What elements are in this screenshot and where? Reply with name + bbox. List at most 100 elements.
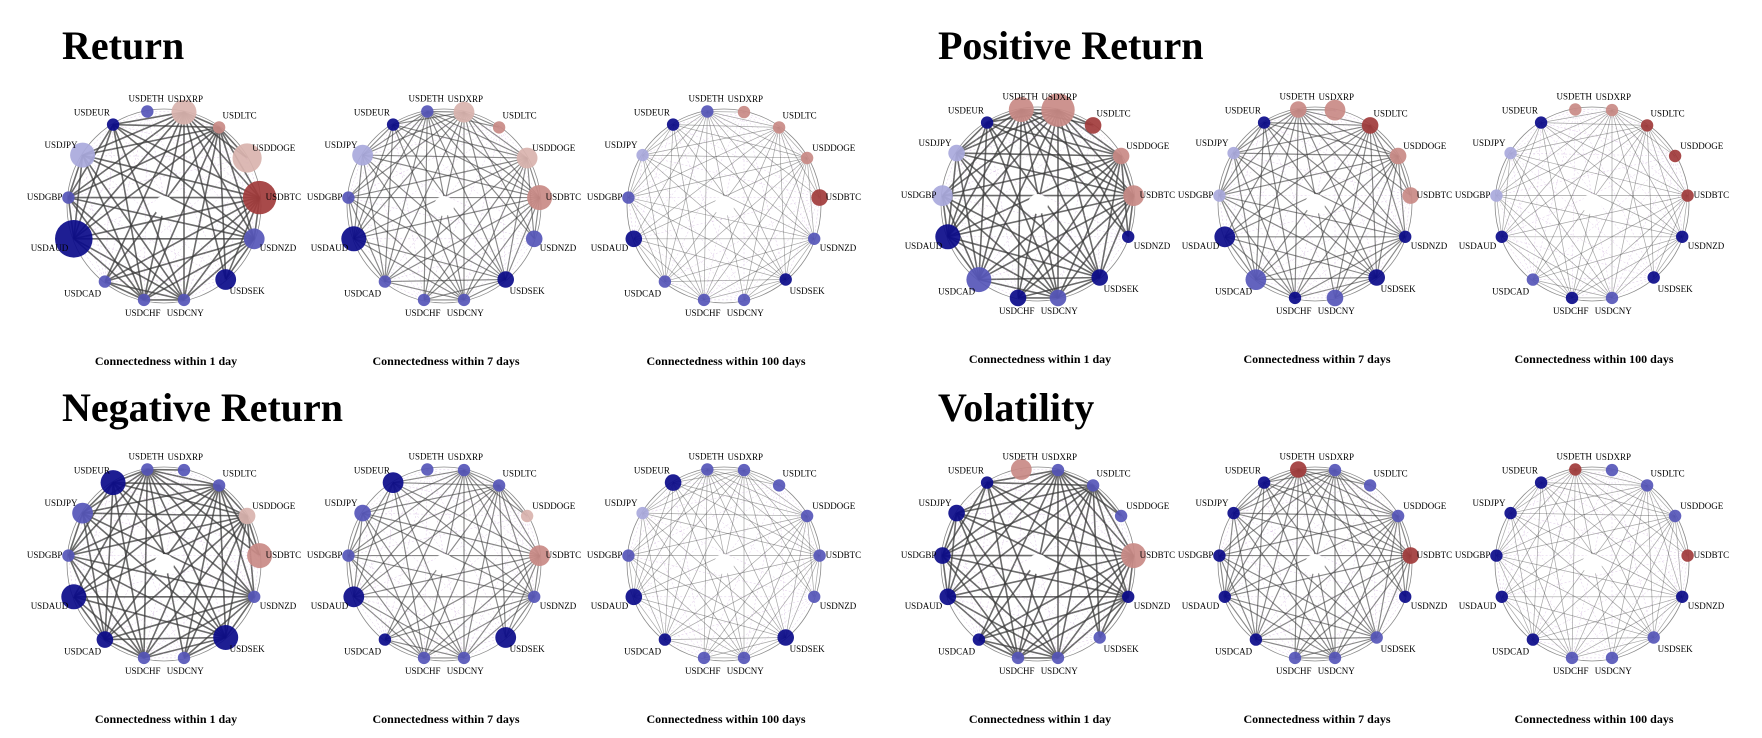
connection-edge xyxy=(498,485,528,517)
connection-edge xyxy=(664,515,808,640)
connection-edge xyxy=(633,238,786,280)
connection-edge xyxy=(1501,195,1688,238)
node-label: USDAUD xyxy=(591,601,629,611)
connection-edge xyxy=(1501,596,1534,640)
nodes: USDETH USDXRP USDLTC USDDOGE USDBTC USDNZD USD… xyxy=(307,452,581,676)
connection-edge xyxy=(1496,512,1511,556)
connection-edge xyxy=(1233,152,1336,299)
connection-edge xyxy=(1294,125,1371,299)
connection-edge xyxy=(347,197,386,282)
node-usdnzd xyxy=(808,590,821,603)
connection-edge xyxy=(743,470,787,638)
connection-edge xyxy=(1510,125,1648,154)
connection-edge xyxy=(1611,470,1654,638)
node-usdgbp xyxy=(1490,189,1503,202)
connection-edge xyxy=(112,123,260,199)
connection-edge xyxy=(778,127,815,239)
connection-edge xyxy=(498,127,506,280)
node-label: USDCHF xyxy=(405,308,441,318)
connection-edge xyxy=(362,484,500,514)
connection-edge xyxy=(353,238,425,301)
connection-edge xyxy=(253,555,260,597)
node-label: USDSEK xyxy=(1658,284,1694,294)
node-usdchf xyxy=(697,293,711,307)
connection-edge xyxy=(1532,639,1613,659)
panel-caption: Connectedness within 7 days xyxy=(372,712,520,726)
connection-edge xyxy=(82,154,255,240)
connection-edge xyxy=(362,111,428,156)
connection-edge xyxy=(806,515,815,597)
connection-edge xyxy=(353,484,500,598)
connection-edge xyxy=(353,197,540,240)
node-label: USDJPY xyxy=(1195,498,1229,508)
node-label: USDETH xyxy=(1280,452,1316,462)
connection-edge xyxy=(362,127,500,156)
node-label: USDSEK xyxy=(1381,644,1417,654)
connection-edge xyxy=(628,197,666,282)
connection-edge xyxy=(978,276,1100,281)
edges xyxy=(347,469,541,659)
node-usdeur xyxy=(1534,476,1548,489)
node-label: USDNZD xyxy=(1134,241,1171,251)
node-label: USDETH xyxy=(1557,92,1593,102)
connection-edge xyxy=(348,469,428,556)
center-hole xyxy=(1582,554,1602,574)
node-usdltc xyxy=(212,479,226,492)
connection-edge xyxy=(143,485,220,659)
connection-edge xyxy=(1255,469,1299,640)
connection-edge xyxy=(672,482,745,659)
connection-edge xyxy=(362,512,535,598)
node-label: USDAUD xyxy=(591,243,629,253)
connection-edge xyxy=(956,152,1101,279)
connection-edge xyxy=(978,515,1122,640)
node-usdxrp xyxy=(1324,99,1346,121)
connection-edge xyxy=(956,108,1022,154)
connection-edge xyxy=(1057,109,1135,197)
node-usddoge xyxy=(520,509,534,523)
connection-edge xyxy=(743,111,808,159)
connection-edge xyxy=(348,555,506,638)
node-label: USDBTC xyxy=(1417,190,1453,200)
connection-edge xyxy=(1541,482,1676,517)
connection-edge xyxy=(743,485,780,658)
connection-edge xyxy=(1297,469,1378,638)
connection-edge xyxy=(348,197,506,281)
connection-edge xyxy=(628,154,643,198)
connection-edge xyxy=(1224,236,1336,299)
center-hole xyxy=(434,554,454,574)
nodes: USDETH USDXRP USDLTC USDDOGE USDBTC USDNZD USD… xyxy=(27,94,301,318)
network-panel: USDETH USDXRP USDLTC USDDOGE USDBTC USDNZD USD… xyxy=(901,76,1175,376)
connection-edge xyxy=(1255,515,1399,641)
connection-edge xyxy=(1298,468,1371,486)
connection-edge xyxy=(183,515,248,659)
connection-edge xyxy=(1510,153,1534,280)
panel-caption: Connectedness within 7 days xyxy=(372,354,520,368)
node-label: USDEUR xyxy=(634,108,670,118)
connection-edge xyxy=(1255,596,1406,640)
connection-edge xyxy=(1532,279,1573,299)
connection-edge xyxy=(113,481,220,487)
connection-edge xyxy=(1496,555,1654,638)
node-usdeth xyxy=(141,463,154,476)
node-usdeth xyxy=(1010,459,1032,480)
connection-edge xyxy=(498,485,507,638)
connection-edge xyxy=(1263,482,1336,659)
node-label: USDEUR xyxy=(74,108,110,118)
connection-edge xyxy=(1224,555,1411,598)
connection-edge xyxy=(785,555,820,638)
connection-edge xyxy=(1496,109,1576,196)
node-label: USDCAD xyxy=(344,288,382,298)
node-label: USDEUR xyxy=(354,466,390,476)
network-graph: USDETH USDXRP USDLTC USDDOGE USDBTC USDNZD USD… xyxy=(901,452,1175,676)
node-usdjpy xyxy=(948,144,965,162)
connection-edge xyxy=(1218,469,1299,556)
connection-edge xyxy=(1057,109,1129,238)
connection-edge xyxy=(743,111,820,198)
connection-edge xyxy=(423,157,528,301)
connection-edge xyxy=(104,279,226,282)
node-usdgbp xyxy=(62,549,75,562)
connection-edge xyxy=(1646,125,1688,196)
connection-edge xyxy=(112,124,185,301)
node-usdxrp xyxy=(737,105,751,119)
node-usdchf xyxy=(417,293,431,307)
